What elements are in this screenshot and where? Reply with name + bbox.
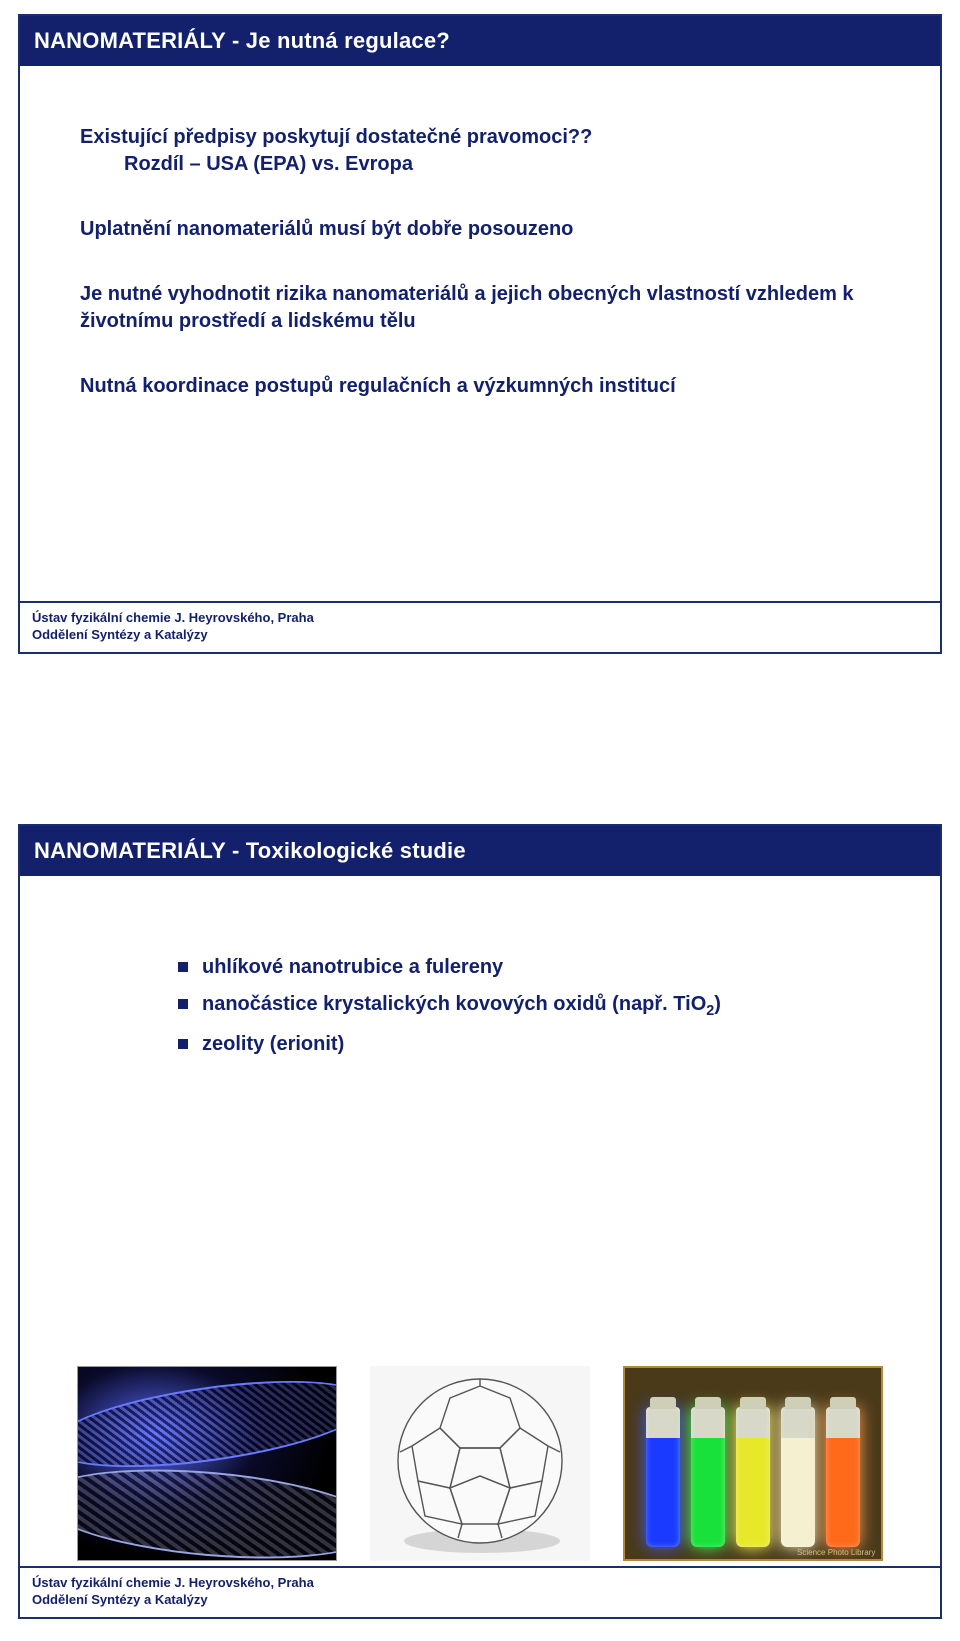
vials-image: Science Photo Library xyxy=(623,1366,883,1561)
paragraph-3: Je nutné vyhodnotit rizika nanomateriálů… xyxy=(80,281,880,335)
bullet-text: zeolity (erionit) xyxy=(202,1033,344,1055)
bullet-text: uhlíkové nanotrubice a fulereny xyxy=(202,956,503,978)
nanotubes-image xyxy=(77,1366,337,1561)
bullet-text: nanočástice krystalických kovových oxidů… xyxy=(202,993,706,1015)
footer-line: Oddělení Syntézy a Katalýzy xyxy=(32,626,928,644)
footer-line: Oddělení Syntézy a Katalýzy xyxy=(32,1591,928,1609)
slide-footer: Ústav fyzikální chemie J. Heyrovského, P… xyxy=(20,601,940,652)
vial-white xyxy=(781,1407,815,1547)
list-item: nanočástice krystalických kovových oxidů… xyxy=(178,991,880,1021)
slide-regulation: NANOMATERIÁLY - Je nutná regulace? Exist… xyxy=(18,14,942,654)
vial-yellow xyxy=(736,1407,770,1547)
slide-title: NANOMATERIÁLY - Je nutná regulace? xyxy=(20,16,940,66)
vial-green xyxy=(691,1407,725,1547)
image-credit: Science Photo Library xyxy=(797,1548,875,1557)
footer-line: Ústav fyzikální chemie J. Heyrovského, P… xyxy=(32,1574,928,1592)
text-line: Existující předpisy poskytují dostatečné… xyxy=(80,124,880,151)
list-item: zeolity (erionit) xyxy=(178,1031,880,1058)
paragraph-4: Nutná koordinace postupů regulačních a v… xyxy=(80,373,880,400)
vial-blue xyxy=(646,1407,680,1547)
slide-title: NANOMATERIÁLY - Toxikologické studie xyxy=(20,826,940,876)
fullerene-icon xyxy=(370,1366,590,1561)
slide-footer: Ústav fyzikální chemie J. Heyrovského, P… xyxy=(20,1566,940,1617)
list-item: uhlíkové nanotrubice a fulereny xyxy=(178,954,880,981)
bullet-text: ) xyxy=(714,993,721,1015)
page: NANOMATERIÁLY - Je nutná regulace? Exist… xyxy=(0,0,960,1641)
slide-toxicology: NANOMATERIÁLY - Toxikologické studie uhl… xyxy=(18,824,942,1619)
bullet-list: uhlíkové nanotrubice a fulereny nanočást… xyxy=(168,954,880,1058)
paragraph-2: Uplatnění nanomateriálů musí být dobře p… xyxy=(80,216,880,243)
text-line: Uplatnění nanomateriálů musí být dobře p… xyxy=(80,216,880,243)
text-line: Je nutné vyhodnotit rizika nanomateriálů… xyxy=(80,281,880,335)
footer-line: Ústav fyzikální chemie J. Heyrovského, P… xyxy=(32,609,928,627)
paragraph-1: Existující předpisy poskytují dostatečné… xyxy=(80,124,880,178)
slide-content: uhlíkové nanotrubice a fulereny nanočást… xyxy=(20,876,940,1058)
image-row: Science Photo Library xyxy=(20,1366,940,1561)
vial-orange xyxy=(826,1407,860,1547)
slide-content: Existující předpisy poskytují dostatečné… xyxy=(20,66,940,400)
text-line: Rozdíl – USA (EPA) vs. Evropa xyxy=(80,151,880,178)
fullerene-image xyxy=(370,1366,590,1561)
text-line: Nutná koordinace postupů regulačních a v… xyxy=(80,373,880,400)
